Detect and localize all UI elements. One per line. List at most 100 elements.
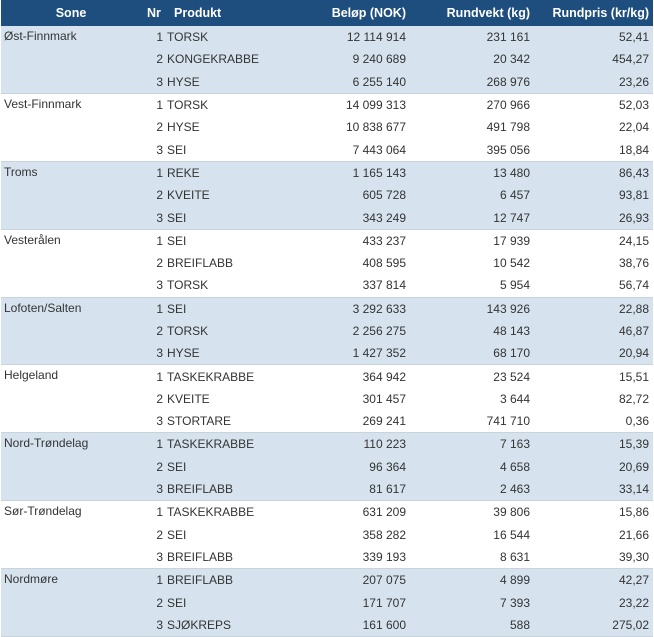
amount-cell: 339 193 — [268, 545, 410, 569]
price-cell: 26,93 — [534, 206, 653, 230]
product-cell: TASKEKRABBE — [166, 500, 268, 524]
product-cell: BREIFLABB — [166, 251, 268, 275]
price-cell: 0,36 — [534, 410, 653, 433]
rank-cell: 2 — [141, 455, 166, 478]
product-cell: TORSK — [166, 319, 268, 343]
amount-cell: 605 728 — [268, 184, 410, 207]
table-row: 2 KONGEKRABBE 9 240 689 20 342 454,27 — [1, 48, 653, 71]
table-row: 3 SEI 7 443 064 395 056 18,84 — [1, 138, 653, 162]
price-cell: 20,94 — [534, 342, 653, 365]
zone-name-cell: Lofoten/Salten — [1, 297, 141, 365]
amount-cell: 207 075 — [268, 568, 410, 592]
amount-cell: 269 241 — [268, 410, 410, 433]
weight-cell: 4 899 — [410, 568, 534, 592]
product-cell: BREIFLABB — [166, 545, 268, 569]
amount-cell: 631 209 — [268, 500, 410, 524]
header-belop: Beløp (NOK) — [268, 0, 410, 26]
table-row: Sør-Trøndelag 1 TASKEKRABBE 631 209 39 806 15… — [1, 500, 653, 569]
weight-cell: 17 939 — [410, 229, 534, 252]
weight-cell: 2 463 — [410, 477, 534, 501]
weight-cell: 268 976 — [410, 70, 534, 94]
rank-cell: 2 — [141, 387, 166, 411]
rank-cell: 1 — [141, 500, 166, 524]
amount-cell: 433 237 — [268, 229, 410, 252]
rank-cell: 1 — [141, 297, 166, 320]
product-cell: BREIFLABB — [166, 477, 268, 501]
rank-cell: 1 — [141, 93, 166, 117]
amount-cell: 364 942 — [268, 364, 410, 388]
product-cell: HYSE — [166, 342, 268, 365]
table-row: Vesterålen 1 SEI 433 237 17 939 24,15 — [1, 229, 653, 298]
weight-cell: 4 658 — [410, 455, 534, 478]
product-cell: TORSK — [166, 93, 268, 117]
table-row: Nord-Trøndelag 1 TASKEKRABBE 110 223 7 163 15… — [1, 432, 653, 501]
product-cell: SEI — [166, 206, 268, 230]
price-cell: 38,76 — [534, 251, 653, 275]
price-cell: 42,27 — [534, 568, 653, 592]
table-row: Nordmøre 1 BREIFLABB 207 075 4 899 42,27 — [1, 568, 653, 637]
zone-name-cell: Helgeland — [1, 364, 141, 433]
amount-cell: 14 099 313 — [268, 93, 410, 117]
product-cell: TORSK — [166, 26, 268, 49]
rank-cell: 1 — [141, 26, 166, 49]
zone-name-cell: Øst-Finnmark — [1, 26, 141, 94]
amount-cell: 161 600 — [268, 613, 410, 637]
product-cell: STORTARE — [166, 410, 268, 433]
table-row: 3 BREIFLABB 339 193 8 631 39,30 — [1, 545, 653, 569]
header-row: Sone Nr Produkt Beløp (NOK) Rundvekt (kg… — [1, 0, 653, 26]
zone-group: Vesterålen 1 SEI 433 237 17 939 24,15 2 BREIFLA… — [1, 229, 653, 298]
rank-cell: 3 — [141, 206, 166, 230]
table-row: 3 STORTARE 269 241 741 710 0,36 — [1, 410, 653, 433]
table-row: 3 HYSE 6 255 140 268 976 23,26 — [1, 70, 653, 94]
rank-cell: 1 — [141, 364, 166, 388]
amount-cell: 1 427 352 — [268, 342, 410, 365]
price-cell: 52,03 — [534, 93, 653, 117]
zone-group: Troms 1 REKE 1 165 143 13 480 86,43 2 KVEITE 605… — [1, 161, 653, 230]
product-cell: REKE — [166, 161, 268, 185]
table-row: 2 TORSK 2 256 275 48 143 46,87 — [1, 319, 653, 343]
rank-cell: 3 — [141, 274, 166, 298]
rank-cell: 2 — [141, 184, 166, 207]
product-cell: TORSK — [166, 274, 268, 298]
weight-cell: 68 170 — [410, 342, 534, 365]
amount-cell: 2 256 275 — [268, 319, 410, 343]
rank-cell: 1 — [141, 161, 166, 185]
weight-cell: 491 798 — [410, 116, 534, 139]
weight-cell: 12 747 — [410, 206, 534, 230]
price-cell: 21,66 — [534, 523, 653, 546]
header-rundpris: Rundpris (kr/kg) — [534, 0, 653, 26]
rank-cell: 2 — [141, 116, 166, 139]
weight-cell: 39 806 — [410, 500, 534, 524]
header-rundvekt: Rundvekt (kg) — [410, 0, 534, 26]
amount-cell: 7 443 064 — [268, 138, 410, 162]
amount-cell: 9 240 689 — [268, 48, 410, 71]
price-cell: 52,41 — [534, 26, 653, 49]
product-cell: SEI — [166, 591, 268, 614]
weight-cell: 143 926 — [410, 297, 534, 320]
zone-name-cell: Nordmøre — [1, 568, 141, 637]
table-row: 3 SEI 343 249 12 747 26,93 — [1, 206, 653, 230]
product-cell: SEI — [166, 523, 268, 546]
product-cell: SEI — [166, 297, 268, 320]
weight-cell: 395 056 — [410, 138, 534, 162]
amount-cell: 3 292 633 — [268, 297, 410, 320]
table-row: Øst-Finnmark 1 TORSK 12 114 914 231 161 52,41 — [1, 26, 653, 94]
weight-cell: 10 542 — [410, 251, 534, 275]
amount-cell: 301 457 — [268, 387, 410, 411]
weight-cell: 588 — [410, 613, 534, 637]
weight-cell: 741 710 — [410, 410, 534, 433]
weight-cell: 16 544 — [410, 523, 534, 546]
product-cell: TASKEKRABBE — [166, 364, 268, 388]
zone-name-cell: Troms — [1, 161, 141, 230]
price-cell: 24,15 — [534, 229, 653, 252]
amount-cell: 171 707 — [268, 591, 410, 614]
table-row: 2 KVEITE 605 728 6 457 93,81 — [1, 184, 653, 207]
rank-cell: 3 — [141, 70, 166, 94]
price-cell: 15,86 — [534, 500, 653, 524]
price-cell: 56,74 — [534, 274, 653, 298]
amount-cell: 81 617 — [268, 477, 410, 501]
amount-cell: 12 114 914 — [268, 26, 410, 49]
weight-cell: 20 342 — [410, 48, 534, 71]
zone-group: Nord-Trøndelag 1 TASKEKRABBE 110 223 7 163 15… — [1, 432, 653, 501]
